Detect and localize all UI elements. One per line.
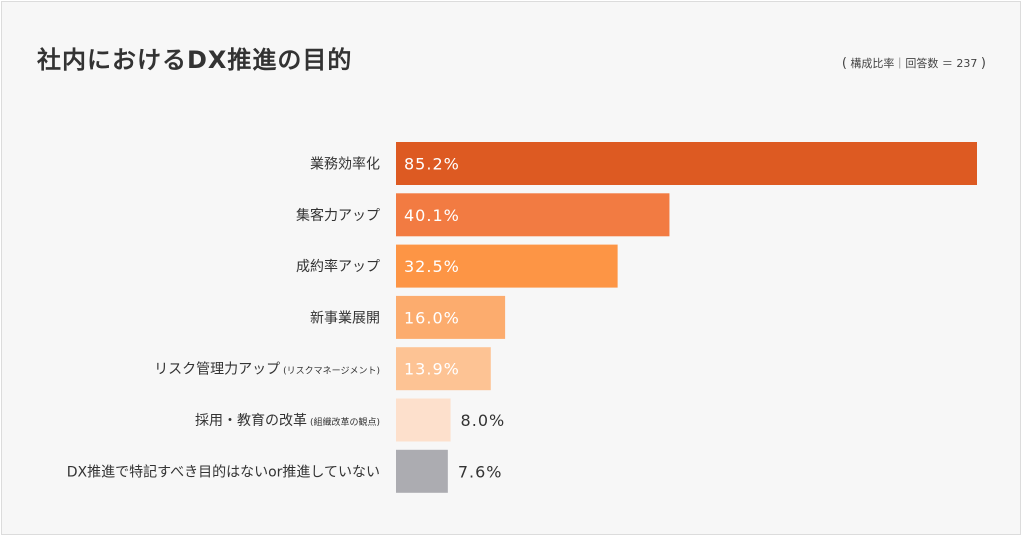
bar-2 bbox=[396, 244, 618, 288]
bar-0 bbox=[396, 142, 977, 185]
category-main-5: 採用・教育の改革 bbox=[195, 413, 307, 429]
bar-1 bbox=[396, 193, 670, 237]
category-label-4: リスク管理力アップ (リスクマネージメント) bbox=[154, 362, 380, 378]
note-close-paren: ) bbox=[980, 56, 986, 71]
bar-4 bbox=[396, 347, 491, 391]
bar-5 bbox=[396, 398, 451, 442]
category-main-6: DX推進で特記すべき目的はないor推進していない bbox=[67, 463, 380, 480]
value-label-2: 32.5% bbox=[404, 257, 460, 276]
value-label-4: 13.9% bbox=[404, 360, 460, 379]
category-label-2: 成約率アップ bbox=[296, 258, 380, 275]
category-sub-5: (組織改革の観点) bbox=[310, 416, 380, 428]
note-text: 構成比率｜回答数 ＝ 237 bbox=[850, 57, 978, 70]
category-sub-4: (リスクマネージメント) bbox=[283, 366, 380, 377]
category-main-0: 業務効率化 bbox=[310, 156, 380, 173]
category-main-1: 集客力アップ bbox=[296, 207, 380, 224]
category-main-4: リスク管理力アップ bbox=[154, 362, 280, 378]
value-label-0: 85.2% bbox=[404, 155, 460, 174]
chart-title: 社内におけるDX推進の目的 bbox=[37, 46, 353, 74]
respondent-note: ( 構成比率｜回答数 ＝ 237 ) bbox=[842, 55, 986, 71]
value-label-1: 40.1% bbox=[404, 206, 460, 225]
bar-6 bbox=[396, 449, 448, 493]
note-open-paren: ( bbox=[841, 56, 847, 71]
category-main-3: 新事業展開 bbox=[310, 310, 380, 326]
value-label-5: 8.0% bbox=[461, 411, 506, 430]
bar-3 bbox=[396, 295, 506, 339]
value-label-3: 16.0% bbox=[404, 308, 460, 327]
category-label-0: 業務効率化 bbox=[310, 156, 380, 173]
value-label-6: 7.6% bbox=[458, 462, 503, 481]
category-label-3: 新事業展開 bbox=[310, 310, 380, 326]
category-label-6: DX推進で特記すべき目的はないor推進していない bbox=[67, 463, 380, 480]
category-main-2: 成約率アップ bbox=[296, 258, 380, 275]
category-label-1: 集客力アップ bbox=[296, 207, 380, 224]
category-label-5: 採用・教育の改革 (組織改革の観点) bbox=[195, 413, 380, 429]
